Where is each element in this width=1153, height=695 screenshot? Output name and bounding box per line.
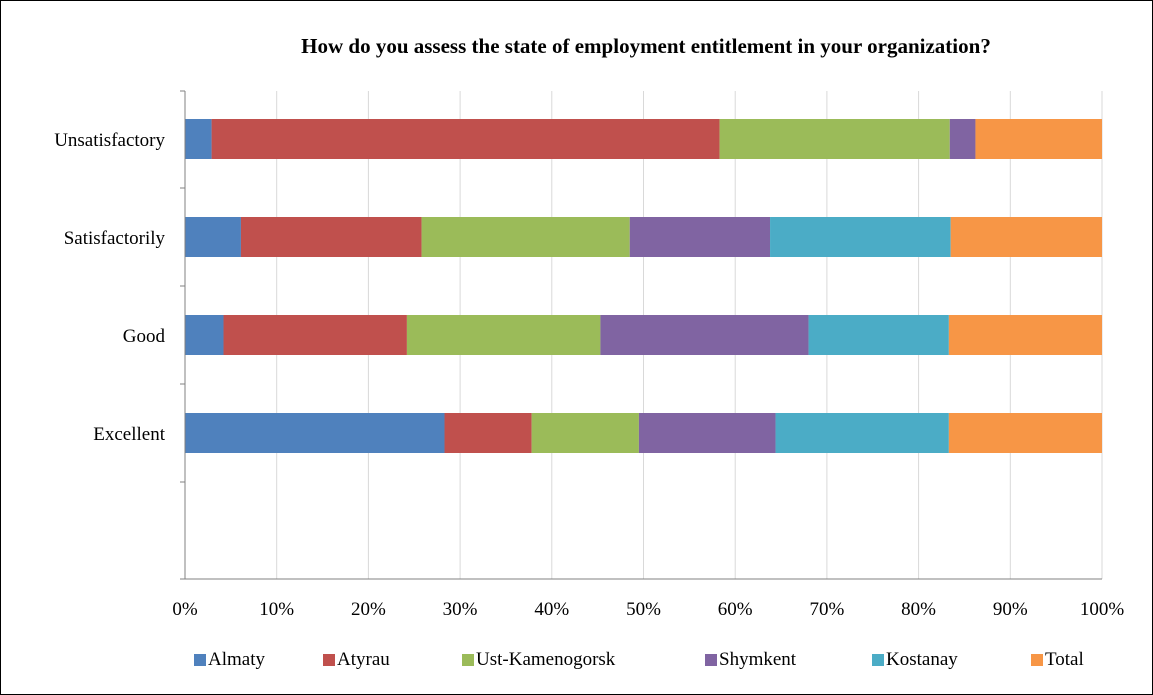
bar-unsatisfactory-total (975, 119, 1102, 159)
bar-good-atyrau (223, 315, 407, 355)
legend-item-atyrau: Atyrau (323, 649, 390, 670)
y-tick-label-unsatisfactory: Unsatisfactory (54, 130, 165, 151)
bar-excellent-kostanay (775, 413, 949, 453)
x-tick-label: 20% (351, 599, 386, 620)
legend-swatch (323, 654, 335, 666)
legend-item-ust-kamenogorsk: Ust-Kamenogorsk (462, 649, 616, 670)
bar-good-ust-kamenogorsk (406, 315, 601, 355)
legend-label: Ust-Kamenogorsk (476, 649, 616, 670)
legend-label: Atyrau (337, 649, 390, 670)
y-tick-labels: Excellent Good Satisfactorily Unsatisfactor… (54, 130, 166, 445)
x-tick-label: 30% (443, 599, 478, 620)
bar-satisfactorily-almaty (185, 217, 241, 257)
bar-excellent-almaty (185, 413, 445, 453)
chart-title: How do you assess the state of employmen… (301, 34, 991, 58)
bar-unsatisfactory-almaty (185, 119, 212, 159)
legend-label: Almaty (208, 649, 265, 670)
bars (185, 119, 1102, 453)
bar-unsatisfactory-ust-kamenogorsk (719, 119, 950, 159)
bar-satisfactorily-ust-kamenogorsk (421, 217, 630, 257)
bar-satisfactorily-shymkent (629, 217, 771, 257)
bar-excellent-ust-kamenogorsk (531, 413, 639, 453)
x-tick-label: 50% (626, 599, 661, 620)
legend-item-shymkent: Shymkent (705, 649, 797, 670)
axes (180, 90, 1102, 580)
bar-unsatisfactory-atyrau (211, 119, 720, 159)
x-tick-label: 90% (993, 599, 1028, 620)
legend-label: Shymkent (719, 649, 797, 670)
x-tick-label: 0% (172, 599, 198, 620)
x-tick-label: 10% (259, 599, 294, 620)
bar-good-shymkent (600, 315, 809, 355)
bar-good-total (948, 315, 1102, 355)
legend-swatch (705, 654, 717, 666)
bar-excellent-atyrau (444, 413, 532, 453)
bar-satisfactorily-atyrau (240, 217, 422, 257)
legend-swatch (462, 654, 474, 666)
legend-swatch (872, 654, 884, 666)
x-tick-label: 60% (718, 599, 753, 620)
legend-label: Total (1045, 649, 1084, 670)
legend: Almaty Atyrau Ust-Kamenogorsk Shymkent Kosta… (194, 649, 1084, 670)
bar-satisfactorily-total (950, 217, 1102, 257)
legend-swatch (1031, 654, 1043, 666)
bar-excellent-shymkent (638, 413, 776, 453)
legend-label: Kostanay (886, 649, 958, 670)
x-tick-label: 80% (901, 599, 936, 620)
bar-good-almaty (185, 315, 224, 355)
y-tick-label-excellent: Excellent (93, 424, 165, 445)
legend-item-total: Total (1031, 649, 1084, 670)
legend-swatch (194, 654, 206, 666)
legend-item-kostanay: Kostanay (872, 649, 958, 670)
x-tick-label: 40% (534, 599, 569, 620)
y-tick-label-good: Good (123, 326, 166, 347)
x-tick-labels: 0% 10% 20% 30% 40% 50% 60% 70% 80% 90% 100% (172, 599, 1124, 620)
bar-satisfactorily-kostanay (770, 217, 951, 257)
bar-excellent-total (948, 413, 1102, 453)
y-tick-label-satisfactorily: Satisfactorily (64, 228, 166, 249)
legend-item-almaty: Almaty (194, 649, 265, 670)
bar-good-kostanay (808, 315, 949, 355)
bar-unsatisfactory-shymkent (949, 119, 976, 159)
x-tick-label: 100% (1080, 599, 1125, 620)
x-tick-label: 70% (809, 599, 844, 620)
